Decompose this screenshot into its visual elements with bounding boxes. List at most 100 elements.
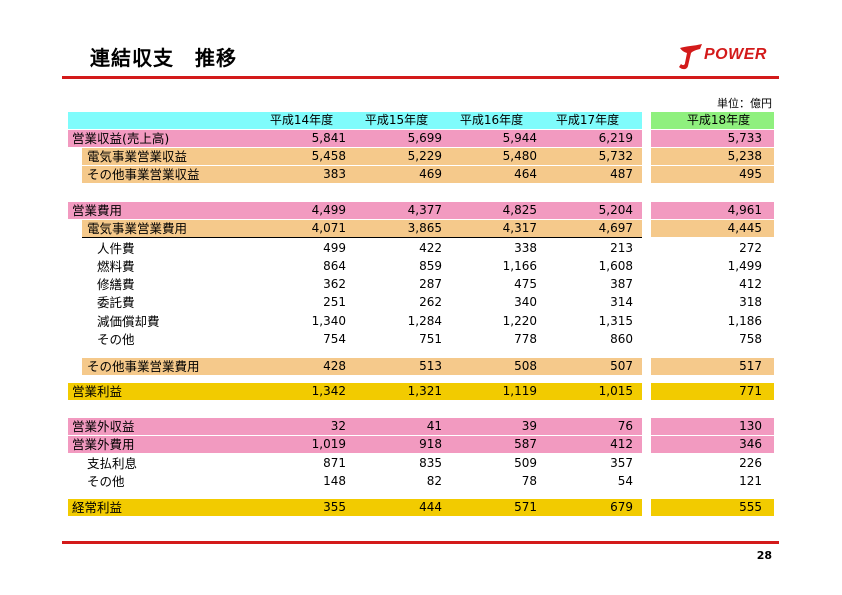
value-cell: 444 — [419, 500, 442, 514]
value-cell: 1,284 — [407, 314, 442, 328]
forecast-band — [651, 220, 774, 237]
value-cell: 1,340 — [311, 314, 346, 328]
value-cell: 148 — [323, 474, 346, 488]
table-row: 人件費 499 422 338 213 272 — [0, 240, 842, 257]
value-cell: 338 — [514, 241, 537, 255]
row-label: 減価償却費 — [97, 314, 160, 329]
table-row: 営業収益(売上高) 5,841 5,699 5,944 6,219 5,733 — [0, 130, 842, 147]
table-row: 委託費 251 262 340 314 318 — [0, 294, 842, 311]
value-cell: 262 — [419, 295, 442, 309]
forecast-cell: 555 — [739, 500, 762, 514]
value-cell: 340 — [514, 295, 537, 309]
forecast-band — [651, 130, 774, 147]
value-cell: 507 — [610, 359, 633, 373]
value-cell: 5,944 — [502, 131, 537, 145]
value-cell: 679 — [610, 500, 633, 514]
value-cell: 751 — [419, 332, 442, 346]
value-cell: 1,342 — [311, 384, 346, 398]
forecast-column-header: 平成18年度 — [686, 113, 751, 127]
forecast-band — [651, 358, 774, 375]
value-cell: 4,697 — [598, 221, 633, 235]
row-label: 営業収益(売上高) — [72, 131, 170, 146]
forecast-cell: 4,445 — [727, 221, 762, 235]
row-label: 修繕費 — [97, 277, 135, 292]
forecast-cell: 5,238 — [727, 149, 762, 163]
row-label: その他 — [87, 474, 125, 489]
table-row: 電気事業営業収益 5,458 5,229 5,480 5,732 5,238 — [0, 148, 842, 165]
row-band — [68, 130, 642, 147]
value-cell: 5,841 — [311, 131, 346, 145]
forecast-band — [651, 148, 774, 165]
table-row: 減価償却費 1,340 1,284 1,220 1,315 1,186 — [0, 313, 842, 330]
page-title: 連結収支 推移 — [90, 46, 237, 70]
value-cell: 387 — [610, 277, 633, 291]
row-band — [82, 358, 642, 375]
forecast-cell: 346 — [739, 437, 762, 451]
forecast-cell: 412 — [739, 277, 762, 291]
row-label: 委託費 — [97, 295, 135, 310]
jpower-logo: POWER — [676, 42, 780, 72]
logo-wordmark: POWER — [704, 46, 767, 63]
group-underline — [82, 237, 642, 238]
value-cell: 571 — [514, 500, 537, 514]
row-label: その他事業営業費用 — [87, 359, 200, 374]
column-header: 平成15年度 — [364, 113, 429, 127]
forecast-cell: 226 — [739, 456, 762, 470]
forecast-cell: 318 — [739, 295, 762, 309]
value-cell: 54 — [617, 474, 633, 488]
value-cell: 6,219 — [598, 131, 633, 145]
value-cell: 1,019 — [311, 437, 346, 451]
forecast-cell: 517 — [739, 359, 762, 373]
forecast-cell: 495 — [739, 167, 762, 181]
forecast-band — [651, 383, 774, 400]
forecast-cell: 4,961 — [727, 203, 762, 217]
forecast-cell: 121 — [739, 474, 762, 488]
value-cell: 213 — [610, 241, 633, 255]
value-cell: 4,071 — [311, 221, 346, 235]
forecast-band — [651, 202, 774, 219]
table-row: 燃料費 864 859 1,166 1,608 1,499 — [0, 258, 842, 275]
table-row: 営業外収益 32 41 39 76 130 — [0, 418, 842, 435]
column-header: 平成14年度 — [269, 113, 334, 127]
table-row: 電気事業営業費用 4,071 3,865 4,317 4,697 4,445 — [0, 220, 842, 237]
row-band — [68, 418, 642, 435]
value-cell: 78 — [521, 474, 537, 488]
value-cell: 509 — [514, 456, 537, 470]
value-cell: 860 — [610, 332, 633, 346]
value-cell: 4,499 — [311, 203, 346, 217]
value-cell: 5,229 — [407, 149, 442, 163]
value-cell: 362 — [323, 277, 346, 291]
table-row: 営業費用 4,499 4,377 4,825 5,204 4,961 — [0, 202, 842, 219]
value-cell: 251 — [323, 295, 346, 309]
forecast-cell: 771 — [739, 384, 762, 398]
forecast-band — [651, 499, 774, 516]
value-cell: 508 — [514, 359, 537, 373]
table-row: 営業利益 1,342 1,321 1,119 1,015 771 — [0, 383, 842, 400]
j-mark-icon — [679, 44, 702, 70]
row-label: 営業利益 — [72, 384, 123, 399]
value-cell: 835 — [419, 456, 442, 470]
value-cell: 1,015 — [598, 384, 633, 398]
value-cell: 1,220 — [502, 314, 537, 328]
value-cell: 5,458 — [311, 149, 346, 163]
row-label: 人件費 — [97, 241, 135, 256]
row-band — [82, 166, 642, 183]
table-header-row: 平成14年度 平成15年度 平成16年度 平成17年度 平成18年度 — [0, 112, 842, 129]
value-cell: 4,825 — [502, 203, 537, 217]
value-cell: 1,119 — [502, 384, 537, 398]
row-label: 燃料費 — [97, 259, 135, 274]
value-cell: 3,865 — [407, 221, 442, 235]
value-cell: 1,608 — [598, 259, 633, 273]
forecast-cell: 1,186 — [727, 314, 762, 328]
value-cell: 5,732 — [598, 149, 633, 163]
row-band — [82, 148, 642, 165]
table-row: その他 754 751 778 860 758 — [0, 331, 842, 348]
value-cell: 487 — [610, 167, 633, 181]
header-band — [68, 112, 642, 129]
forecast-header-band — [651, 112, 774, 129]
value-cell: 32 — [330, 419, 346, 433]
value-cell: 5,699 — [407, 131, 442, 145]
value-cell: 1,321 — [407, 384, 442, 398]
row-band — [68, 202, 642, 219]
value-cell: 383 — [323, 167, 346, 181]
